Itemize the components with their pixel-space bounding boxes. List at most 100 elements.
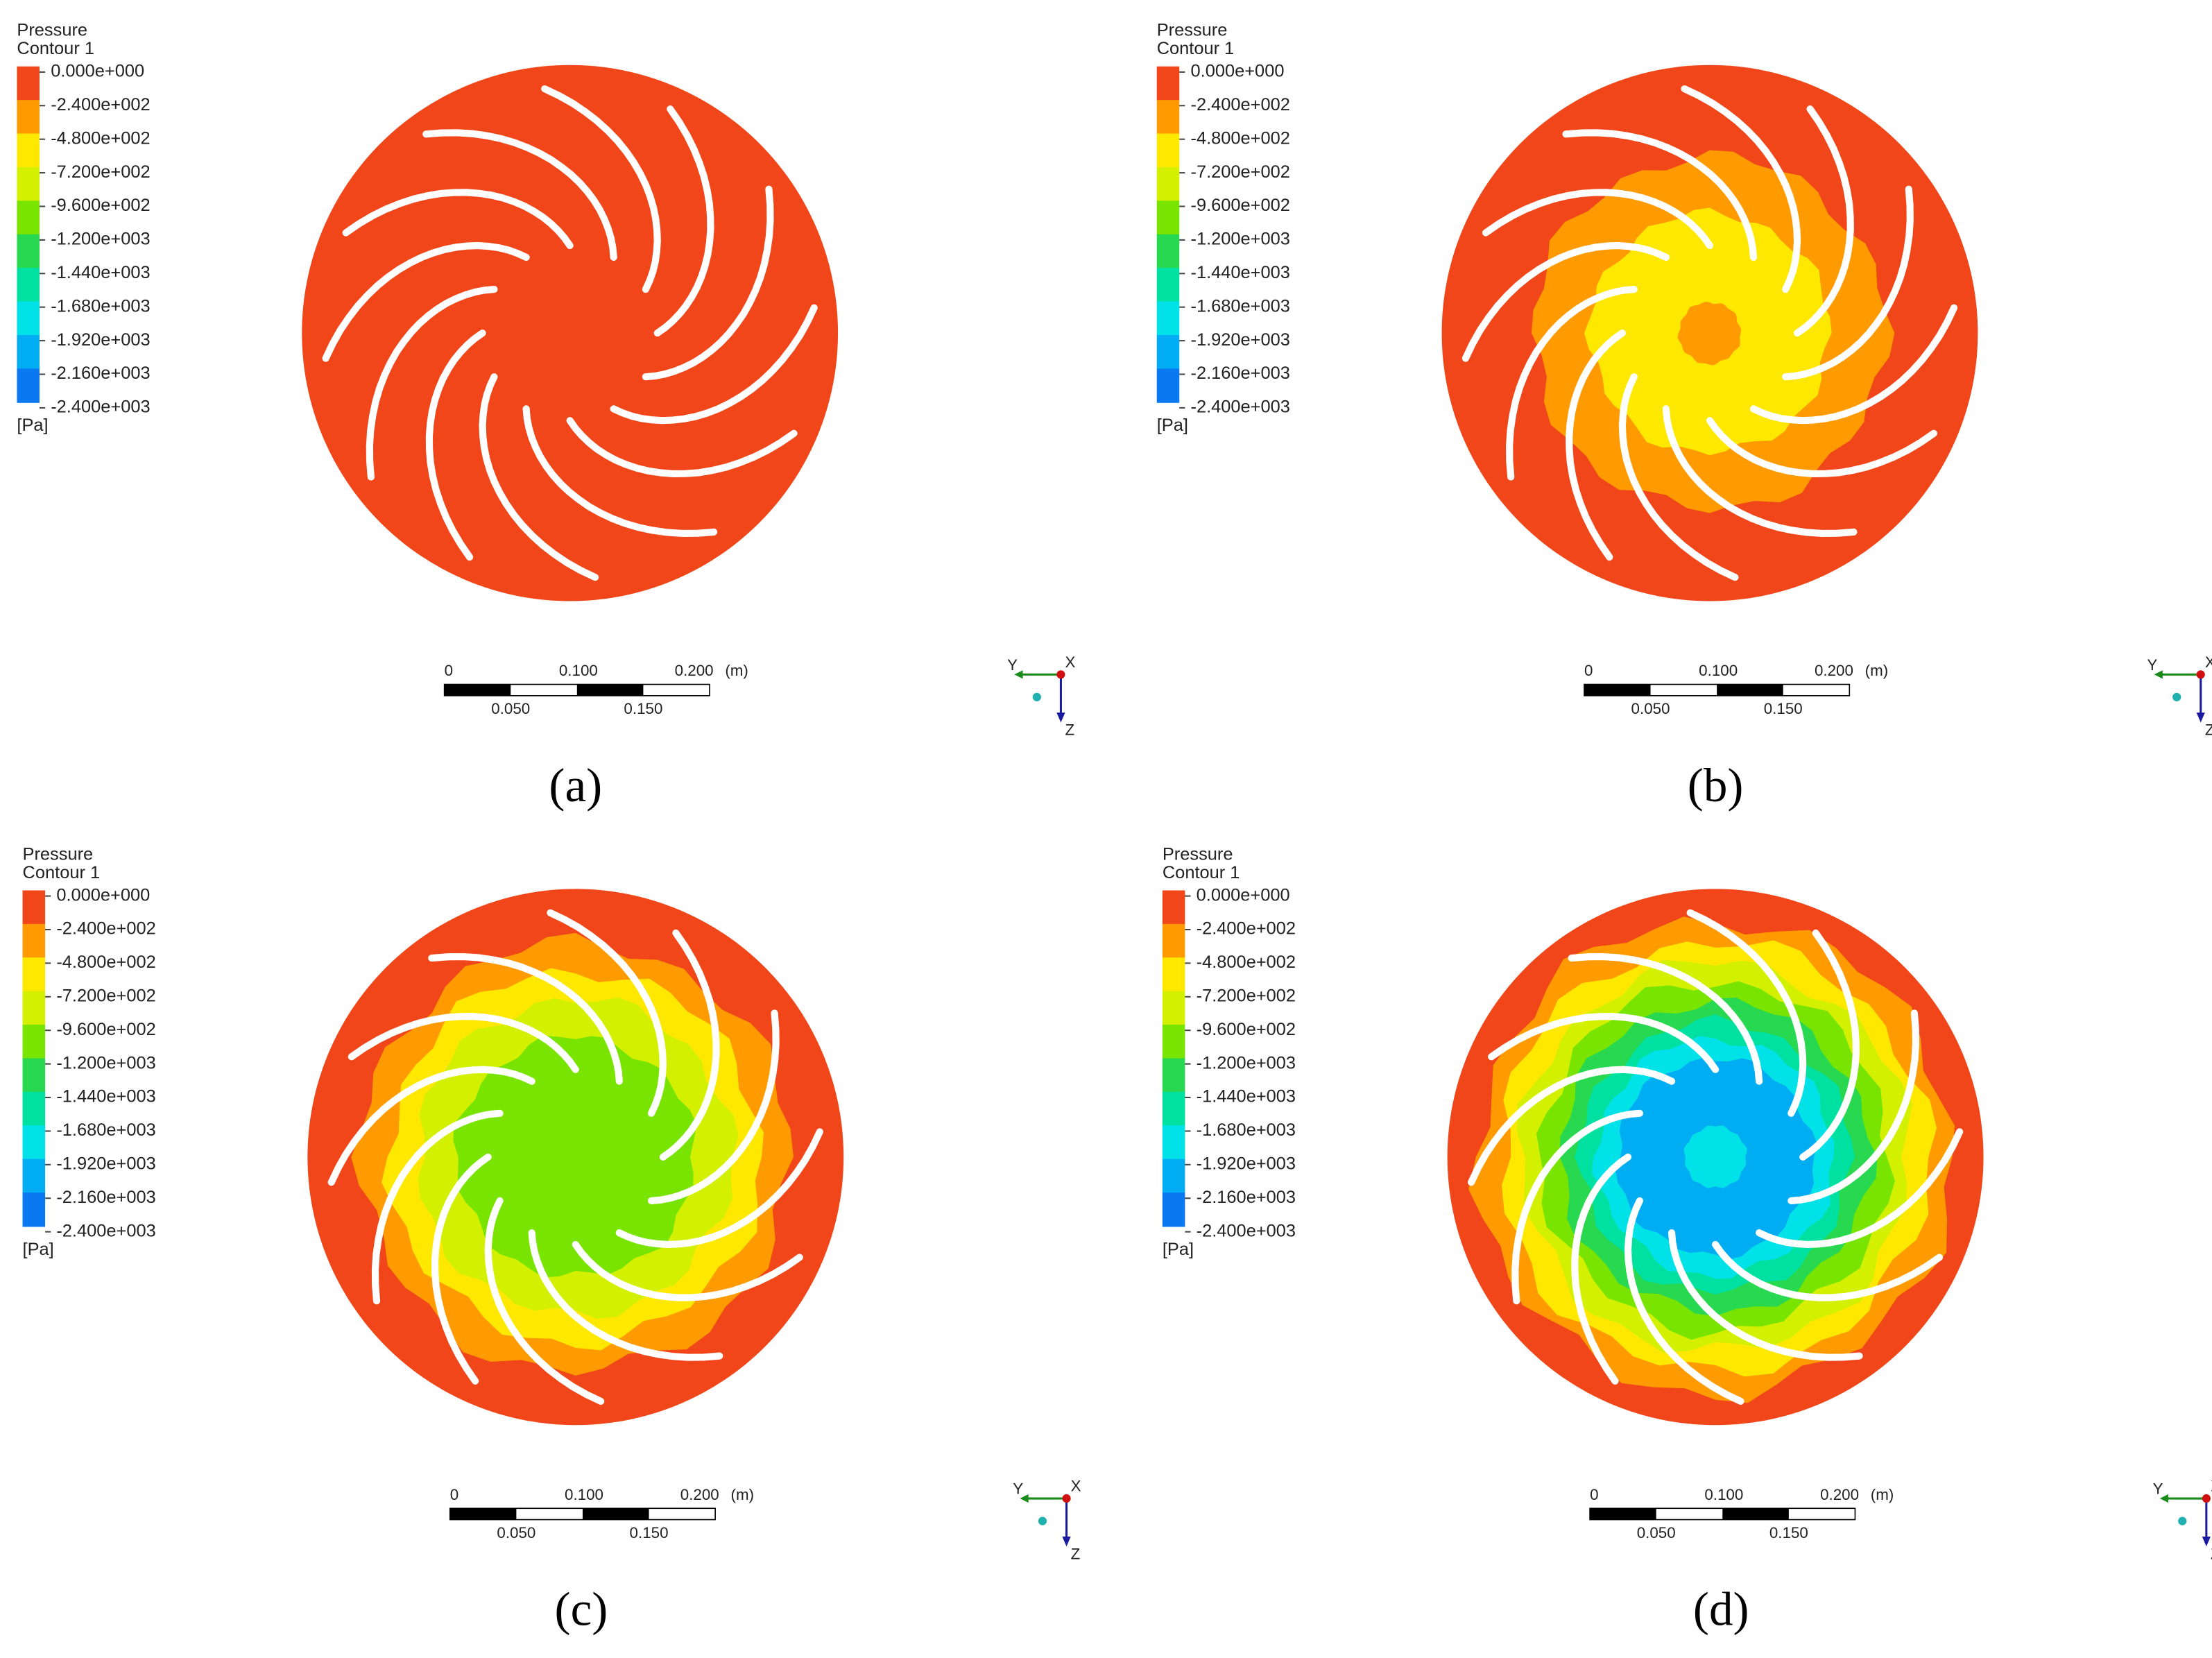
legend-swatch: [22, 890, 46, 925]
view-dot: [2172, 692, 2181, 701]
legend-label: -7.200e+002: [51, 162, 150, 182]
legend-swatch: [1156, 268, 1180, 302]
blade: [1686, 909, 1807, 1117]
legend-label: -9.600e+002: [51, 196, 150, 215]
legend-label: -2.160e+003: [51, 364, 150, 383]
scale-unit: (m): [725, 662, 748, 679]
legend-label: -9.600e+002: [1191, 196, 1290, 215]
legend-label: -2.400e+002: [51, 95, 150, 114]
blade: [428, 952, 623, 1085]
blade: [1506, 285, 1638, 481]
blade: [425, 330, 486, 561]
legend-swatch: [17, 234, 40, 269]
legend-swatch: [1162, 1091, 1185, 1127]
legend-swatch: [17, 268, 40, 302]
legend-swatch: [22, 1091, 46, 1127]
blade: [653, 105, 714, 337]
legend-swatch: [17, 166, 40, 202]
legend-subtitle: Contour 1: [17, 39, 94, 58]
legend-swatch: [17, 200, 40, 235]
legend-label: -2.160e+003: [1191, 364, 1290, 383]
impeller-disc: [302, 65, 839, 601]
legend-label: -1.920e+003: [56, 1154, 155, 1174]
legend-swatch: [22, 1025, 46, 1059]
legend-swatch: [17, 334, 40, 370]
axis-label: X: [2211, 1478, 2212, 1495]
blade: [1482, 189, 1714, 250]
legend-label: -1.440e+003: [1197, 1087, 1296, 1106]
scale-label: 0: [1590, 1486, 1598, 1503]
legend-label: -1.440e+003: [51, 263, 150, 282]
blade: [1568, 952, 1763, 1085]
legend-label: -2.400e+003: [56, 1221, 155, 1240]
legend-swatch: [17, 133, 40, 168]
legend-swatch: [1162, 923, 1185, 959]
scale-bar-segment: [582, 1508, 649, 1520]
blade: [1756, 1128, 1964, 1249]
legend-label: 0.000e+000: [1191, 62, 1285, 81]
legend-swatch: [1162, 1193, 1185, 1227]
legend-label: -1.680e+003: [1191, 296, 1290, 316]
legend-swatch: [1156, 368, 1180, 403]
axis-z-head: [2202, 1536, 2211, 1547]
legend-swatch: [17, 66, 40, 101]
axis-z-head: [1062, 1536, 1071, 1547]
scale-unit: (m): [1871, 1486, 1894, 1503]
legend-swatch: [1156, 200, 1180, 235]
legend-swatch: [1162, 890, 1185, 925]
blade: [659, 929, 720, 1161]
blade: [322, 241, 530, 362]
legend-swatch: [22, 1058, 46, 1093]
legend-label: -4.800e+002: [56, 952, 155, 972]
axis-label: X: [1071, 1478, 1081, 1495]
blade: [1799, 929, 1860, 1161]
legend-swatch: [1162, 1025, 1185, 1059]
panel-caption: (b): [1688, 758, 1744, 812]
legend-swatch: [22, 1193, 46, 1227]
legend-unit: [Pa]: [1157, 416, 1188, 435]
legend-swatch: [1156, 100, 1180, 135]
legend-swatch: [1162, 991, 1185, 1026]
panel-caption: (a): [549, 758, 602, 812]
blade: [1662, 405, 1858, 538]
legend-label: -7.200e+002: [1197, 986, 1296, 1006]
axis-label: Y: [2147, 656, 2157, 674]
scale-label: 0.200: [675, 662, 714, 679]
legend-swatch: [1156, 133, 1180, 168]
legend-label: -1.920e+003: [1191, 330, 1290, 350]
legend-label: -2.400e+003: [1197, 1221, 1296, 1240]
scale-bar-segment: [1717, 684, 1783, 696]
axis-label: Z: [1065, 721, 1075, 739]
blade: [1667, 1229, 1863, 1361]
legend-label: -1.440e+003: [1191, 263, 1290, 282]
blade: [1793, 105, 1854, 337]
axis-label: X: [2205, 653, 2212, 671]
pressure-contour: [1683, 1125, 1747, 1188]
legend-label: -4.800e+002: [1191, 128, 1290, 148]
legend-swatch: [1156, 301, 1180, 336]
axis-label: Y: [1013, 1480, 1023, 1498]
axis-y-head: [1020, 1494, 1029, 1503]
blade: [1706, 417, 1938, 477]
blade: [642, 185, 774, 381]
legend-swatch: [22, 957, 46, 992]
view-dot: [1038, 1516, 1047, 1525]
legend-title: Pressure: [23, 844, 94, 864]
blade: [348, 1013, 579, 1073]
legend-title: Pressure: [1163, 844, 1233, 864]
scale-label: 0.100: [559, 662, 598, 679]
scale-label: 0: [445, 662, 453, 679]
blade: [1488, 1013, 1720, 1073]
panel-caption: (d): [1693, 1582, 1749, 1636]
blade: [1624, 1197, 1744, 1405]
scale-unit: (m): [1865, 662, 1889, 679]
axis-y-head: [2159, 1494, 2168, 1503]
pressure-contour: [453, 1035, 697, 1278]
axis-label: Z: [1071, 1545, 1081, 1562]
scale-label: 0.150: [624, 700, 662, 717]
legend-label: -1.200e+003: [1197, 1053, 1296, 1072]
